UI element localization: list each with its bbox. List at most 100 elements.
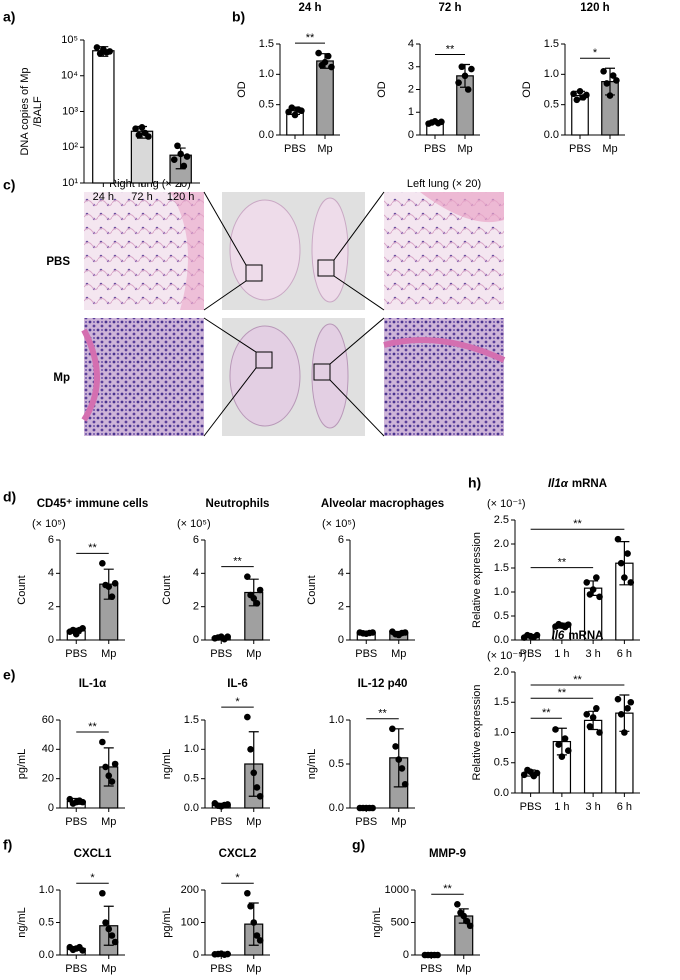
data-point [224,633,231,640]
x-tick-label: PBS [355,816,377,828]
y-tick-label: 1 [408,106,414,118]
data-point [460,912,468,920]
x-tick-label: PBS [355,648,377,660]
data-point [111,580,119,587]
y-tick-label: 1.5 [544,38,559,50]
y-tick-label: 60 [42,714,54,726]
chart: IL-6 ng/mL 0.0 0.5 1.0 1.5 PBS Mp * [161,678,270,828]
y-tick-label: 0.0 [259,129,274,141]
column-label: Left lung (× 20) [407,178,481,190]
chart: Neutrophils (× 10⁵) Count 0 2 4 6 PBS Mp ** [161,498,270,660]
row-label: Mp [53,372,70,384]
data-point [106,48,114,55]
chart-title: Neutrophils [206,498,270,510]
data-point [627,579,635,586]
y-tick-label: 100 [181,916,199,928]
y-tick-label: 2 [48,601,54,613]
data-point [593,574,600,581]
bar [92,50,115,184]
gene-name: Il1α [548,478,569,490]
y-axis-label: OD [236,81,248,98]
data-point [533,631,541,639]
data-point [180,162,188,170]
significance-label: * [90,872,95,884]
data-point [561,735,569,742]
data-point [466,922,474,930]
data-point [247,902,254,910]
data-point [624,550,631,557]
chart: DNA copies of Mp/BALF 10¹ 10² 10³ 10⁴ 10⁵ 24 h… [19,34,200,203]
chart-title: Alveolar macrophages [321,498,444,510]
x-tick-label: 120 h [167,191,195,203]
data-point [596,593,603,601]
data-point [224,801,231,808]
data-point [298,107,305,115]
panel-label: f) [3,837,12,853]
data-point [617,711,625,718]
y-tick-label: 0.5 [329,758,344,770]
lung-lobe [311,197,349,303]
zoom-box [317,259,335,277]
data-point [392,743,399,750]
histology-image [384,318,504,436]
x-tick-label: 1 h [554,801,569,813]
chart: 72 h OD 0 1 2 3 4 PBS Mp ** [376,2,480,155]
data-point [288,104,296,111]
significance-label: ** [88,542,97,554]
data-point [93,44,101,51]
x-tick-label: 6 h [617,801,632,813]
x-tick-label: 3 h [585,648,600,660]
significance-label: ** [233,556,242,568]
y-tick-label: 200 [181,884,199,896]
histology-detail [383,337,506,363]
data-point [224,950,231,958]
data-point [250,769,258,777]
title-suffix: mRNA [568,630,603,642]
chart-title: IL-6 [227,678,247,690]
significance-label: ** [558,557,567,569]
axis-multiplier: (× 10⁻⁵) [487,650,526,662]
chart-title: IL-12 p40 [358,678,408,690]
data-point [586,591,594,598]
data-point [454,901,461,908]
y-tick-label: 2.5 [494,514,509,526]
y-tick-label: 1.0 [329,714,344,726]
data-point [389,725,396,733]
y-tick-label: 0.0 [39,949,54,961]
x-tick-label: PBS [520,801,542,813]
y-axis-label: pg/mL [16,749,28,780]
y-tick-label: 0 [403,949,409,961]
y-tick-label: 2.0 [494,538,509,550]
x-tick-label: 6 h [617,648,632,660]
data-point [593,705,600,712]
chart-title: CD45⁺ immune cells [37,498,149,510]
data-point [603,80,611,87]
data-point [627,698,635,706]
chart-title: 72 h [438,2,461,14]
y-tick-label: 0.0 [329,802,344,814]
y-tick-label: 2 [338,601,344,613]
y-tick-label: 6 [48,534,54,546]
y-tick-label: 1.0 [494,586,509,598]
title-suffix: mRNA [572,478,607,490]
y-axis-label: ng/mL [16,907,28,938]
data-point [464,86,472,93]
y-tick-label: 6 [193,534,199,546]
data-point [99,560,106,567]
significance-label: * [235,872,240,884]
data-point [401,780,409,788]
x-tick-label: PBS [424,143,446,155]
gene-name: Il6 [552,630,565,642]
data-point [99,738,106,746]
data-point [108,932,116,939]
x-tick-label: PBS [569,143,591,155]
significance-label: ** [443,883,452,895]
zoom-lines [203,191,385,437]
axis-multiplier: (× 10⁵) [32,518,66,530]
x-tick-label: Mp [456,963,471,975]
chart: MMP-9 ng/mL 0 500 1000 PBS Mp ** [371,848,480,975]
data-point [174,142,181,150]
x-tick-label: PBS [284,143,306,155]
y-tick-label: 1.5 [494,696,509,708]
data-point [369,629,376,636]
